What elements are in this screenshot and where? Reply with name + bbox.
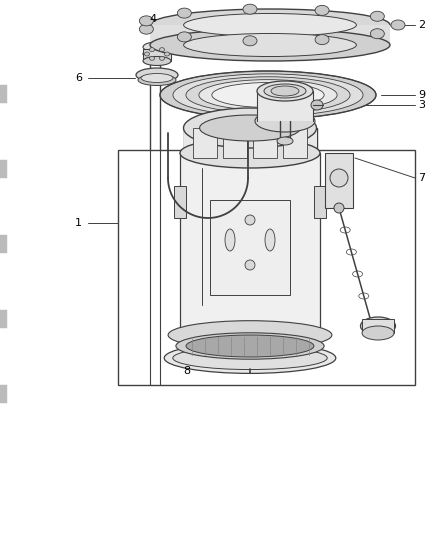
Bar [118,150,415,385]
Ellipse shape [371,11,385,21]
Ellipse shape [243,4,257,14]
Ellipse shape [143,50,171,59]
Ellipse shape [184,34,357,56]
Ellipse shape [315,35,329,45]
Ellipse shape [150,29,390,61]
Ellipse shape [315,5,329,15]
Ellipse shape [139,16,153,26]
Bar [257,91,313,121]
Ellipse shape [243,36,257,46]
Ellipse shape [330,169,348,187]
Ellipse shape [180,326,320,344]
Bar [223,128,247,158]
Ellipse shape [164,343,336,374]
Ellipse shape [391,20,405,30]
Text: 9: 9 [418,90,425,100]
Ellipse shape [186,77,350,113]
Bar [143,49,171,61]
Bar [150,25,390,45]
Text: 2: 2 [418,20,425,30]
Ellipse shape [145,52,149,56]
Bar [0,385,7,403]
Ellipse shape [149,47,155,52]
Ellipse shape [271,86,299,96]
Ellipse shape [177,8,191,18]
Bar [283,128,307,158]
Ellipse shape [165,52,170,56]
Ellipse shape [168,321,332,349]
Bar [0,235,7,253]
Ellipse shape [257,81,313,101]
Ellipse shape [334,203,344,213]
Ellipse shape [138,75,176,85]
Bar [253,128,277,158]
Bar [180,153,320,335]
Ellipse shape [265,229,275,251]
Bar [314,186,326,218]
Ellipse shape [159,56,165,60]
Ellipse shape [159,47,165,52]
Ellipse shape [139,24,153,34]
Bar [0,85,7,103]
Bar [325,153,353,208]
Bar [184,128,317,153]
Text: 1: 1 [75,218,82,228]
Text: 3: 3 [418,100,425,110]
Text: 8: 8 [183,366,190,376]
Bar [0,160,7,178]
Ellipse shape [177,32,191,42]
Ellipse shape [141,74,173,83]
Ellipse shape [199,79,337,110]
Ellipse shape [143,56,171,66]
Text: 4: 4 [149,14,156,24]
Ellipse shape [136,68,178,82]
Ellipse shape [180,138,320,168]
Ellipse shape [149,56,155,60]
Ellipse shape [200,115,300,141]
Ellipse shape [277,137,293,145]
Ellipse shape [184,13,357,37]
Ellipse shape [245,215,255,225]
Bar [362,319,394,333]
Ellipse shape [176,333,324,359]
Ellipse shape [143,42,171,52]
Ellipse shape [362,326,394,340]
Ellipse shape [311,100,323,110]
Bar [174,186,186,218]
Ellipse shape [255,110,315,132]
Ellipse shape [225,229,235,251]
Bar [0,310,7,328]
Ellipse shape [184,108,317,148]
Ellipse shape [150,9,390,41]
Ellipse shape [186,335,314,357]
Ellipse shape [264,84,306,98]
Ellipse shape [245,260,255,270]
Ellipse shape [360,317,396,335]
Ellipse shape [173,346,327,369]
Bar [193,128,217,158]
Ellipse shape [371,29,385,39]
Ellipse shape [173,74,363,116]
Text: 6: 6 [75,73,82,83]
Ellipse shape [212,83,324,108]
Bar [210,200,290,295]
Text: 7: 7 [418,173,425,183]
Ellipse shape [160,71,376,119]
